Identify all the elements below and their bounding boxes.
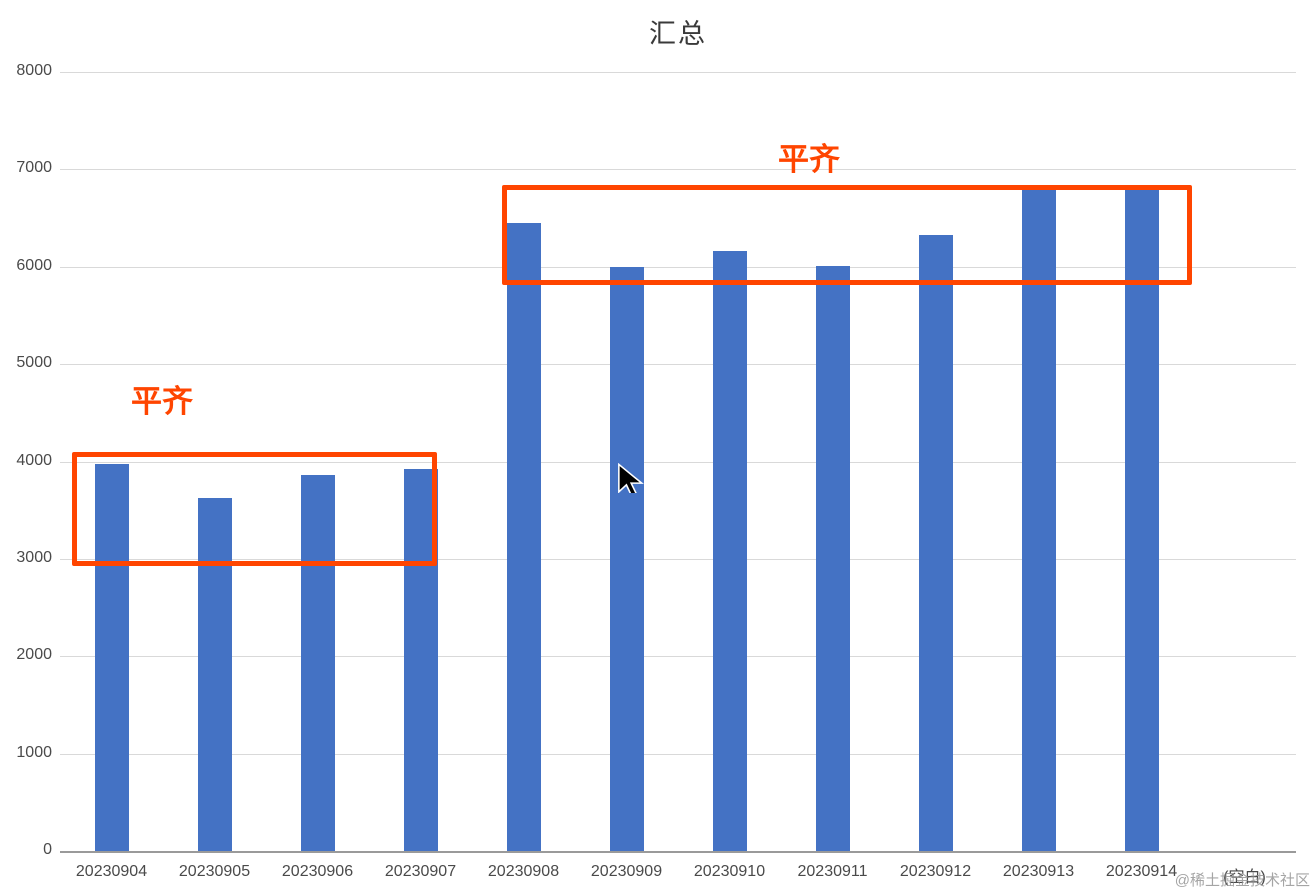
bar-20230911 <box>815 265 850 851</box>
gridline <box>60 364 1296 366</box>
chart-title: 汇总 <box>649 19 707 49</box>
gridline <box>60 461 1296 463</box>
y-tick-label: 6000 <box>16 256 52 274</box>
y-tick-label: 2000 <box>16 646 52 664</box>
x-tick-label: 20230910 <box>693 863 766 880</box>
watermark: @稀土掘金技术社区 <box>1174 872 1310 889</box>
gridline <box>60 169 1296 171</box>
x-tick-label: 20230908 <box>487 863 560 880</box>
bar-20230910 <box>712 251 747 851</box>
x-tick-label: 20230905 <box>178 863 251 880</box>
bar-20230912 <box>918 234 953 851</box>
bar-20230905 <box>197 497 232 851</box>
bar-20230907 <box>403 469 438 851</box>
x-tick-label: (空白) <box>1223 869 1266 886</box>
x-tick-label: 20230913 <box>1002 863 1075 880</box>
x-tick-label: 20230912 <box>899 863 972 880</box>
y-tick-label: 7000 <box>16 159 52 177</box>
bar-20230904 <box>94 464 129 851</box>
bar-20230913 <box>1021 188 1056 851</box>
bar-20230914 <box>1124 186 1159 851</box>
x-tick-label: 20230906 <box>281 863 354 880</box>
annotation-box <box>502 185 1192 285</box>
y-tick-label: 8000 <box>16 62 52 79</box>
y-tick-label: 5000 <box>16 354 52 372</box>
gridline <box>60 558 1296 560</box>
y-tick-label: 0 <box>43 841 52 858</box>
y-tick-label: 3000 <box>16 548 52 566</box>
y-tick-label: 4000 <box>16 451 52 469</box>
x-tick-label: 20230911 <box>797 863 868 880</box>
annotation-label: 平齐 <box>131 384 193 419</box>
gridline <box>60 266 1296 268</box>
gridline <box>60 72 1296 73</box>
x-tick-label: 20230907 <box>384 863 457 880</box>
y-tick-label: 1000 <box>16 743 52 761</box>
x-tick-label: 20230914 <box>1105 863 1178 880</box>
bar-20230906 <box>300 475 335 851</box>
gridline <box>60 753 1296 755</box>
x-tick-label: 20230909 <box>590 863 663 880</box>
bar-20230908 <box>506 222 541 851</box>
annotation-box <box>72 452 437 566</box>
bar-20230909 <box>609 266 644 851</box>
x-axis-line <box>60 851 1296 853</box>
annotation-label: 平齐 <box>778 142 840 177</box>
gridline <box>60 656 1296 658</box>
x-tick-label: 20230904 <box>75 863 148 880</box>
